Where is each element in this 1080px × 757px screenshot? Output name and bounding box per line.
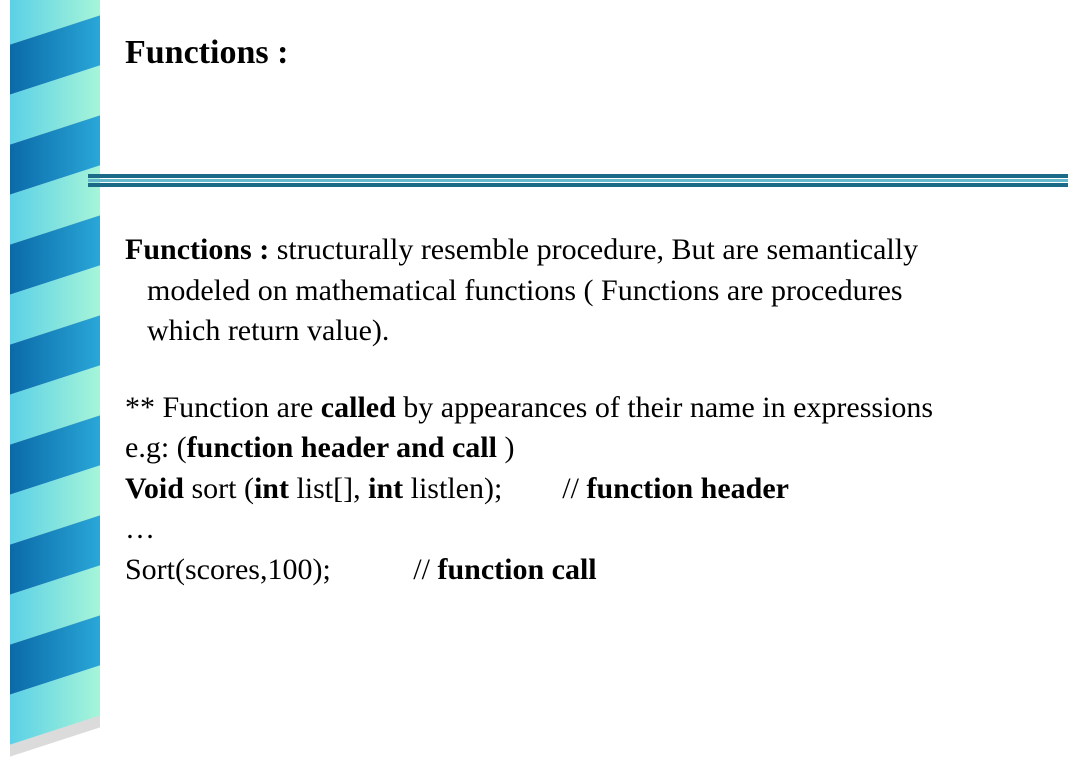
bold-text: Void	[125, 472, 184, 505]
body-line: …	[125, 509, 1045, 550]
body-line: Void sort (int list[], int listlen); // …	[125, 469, 1045, 510]
body-text: modeled on mathematical functions ( Func…	[125, 274, 903, 307]
paragraph-definition: Functions : structurally resemble proced…	[125, 230, 1045, 352]
body-text: structurally resemble procedure, But are…	[277, 233, 918, 266]
bold-text: int	[254, 472, 289, 505]
slide-body: Functions : structurally resemble proced…	[125, 230, 1045, 626]
body-text: sort (	[184, 472, 254, 505]
bold-text: int	[368, 472, 403, 505]
bold-text: function header	[586, 472, 789, 505]
body-text: ** Function are	[125, 391, 321, 424]
title-divider	[88, 174, 1068, 188]
lead-term: Functions :	[125, 233, 277, 266]
body-text: listlen); //	[403, 472, 586, 505]
body-line: Sort(scores,100); // function call	[125, 550, 1045, 591]
bold-text: function header and call	[187, 431, 497, 464]
bold-text: called	[321, 391, 396, 424]
body-text: )	[497, 431, 515, 464]
body-text: e.g: (	[125, 431, 187, 464]
body-text: …	[125, 512, 155, 545]
body-line: e.g: (function header and call )	[125, 428, 1045, 469]
body-text: Sort(scores,100); //	[125, 553, 437, 586]
body-text: by appearances of their name in expressi…	[396, 391, 933, 424]
body-line: ** Function are called by appearances of…	[125, 388, 1045, 429]
spiral-decoration	[0, 0, 110, 720]
body-text: which return value).	[125, 314, 389, 347]
body-text: list[],	[289, 472, 368, 505]
slide-title: Functions :	[125, 34, 288, 72]
paragraph-example: ** Function are called by appearances of…	[125, 388, 1045, 591]
bold-text: function call	[437, 553, 596, 586]
